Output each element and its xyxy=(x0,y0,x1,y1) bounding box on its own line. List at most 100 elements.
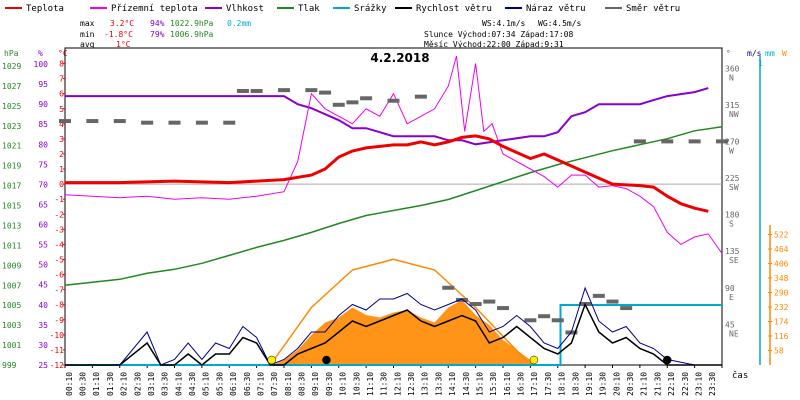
wind-dir-marker xyxy=(346,100,359,105)
wind-dir-marker xyxy=(195,120,208,125)
x-tick-label: 07:30 xyxy=(270,372,279,396)
stat-avg-key: avg xyxy=(80,40,95,49)
y-tick-dir: 180 xyxy=(725,211,740,220)
series-layer xyxy=(59,55,728,366)
x-tick-label: 20:30 xyxy=(626,372,635,396)
solar-area xyxy=(65,300,722,365)
x-tick-label: 10:30 xyxy=(352,372,361,396)
wind-dir-marker xyxy=(688,139,701,144)
stat-max-temp: 3.2°C xyxy=(110,19,134,28)
chart-title: 4.2.2018 xyxy=(370,51,429,65)
x-tick-label: 15:30 xyxy=(489,372,498,396)
y-tick-pct: 95 xyxy=(38,80,48,89)
y-tick-dir-name: N xyxy=(729,73,734,82)
stat-max-press: 1022.9hPa xyxy=(170,19,214,28)
x-tick-label: 09:30 xyxy=(325,372,334,396)
wind-dir-marker xyxy=(633,139,646,144)
x-tick-label: 23:30 xyxy=(708,372,717,396)
y-tick-hpa: 1023 xyxy=(2,122,21,131)
x-tick-label: 22:30 xyxy=(681,372,690,396)
x-tick-label: 03:30 xyxy=(161,372,170,396)
stat-min-key: min xyxy=(80,30,95,39)
x-tick-label: 05:30 xyxy=(215,372,224,396)
x-tick-label: 07:10 xyxy=(256,372,265,396)
x-tick-label: 16:30 xyxy=(517,372,526,396)
y-tick-w: 58 xyxy=(774,347,784,356)
y-tick-c: -1 xyxy=(54,195,64,204)
y-tick-c: 4 xyxy=(59,120,64,129)
y-tick-dir-name: NE xyxy=(729,329,739,338)
y-tick-w: 464 xyxy=(774,245,789,254)
x-tick-label: 02:10 xyxy=(120,372,129,396)
wind-dir-marker xyxy=(250,88,263,93)
y-tick-hpa: 1007 xyxy=(2,281,21,290)
y-tick-dir: 45 xyxy=(725,320,735,329)
legend-label-press: Tlak xyxy=(298,4,320,14)
x-tick-label: 15:10 xyxy=(475,372,484,396)
stat-max-precip: 0.2mm xyxy=(227,19,251,28)
legend-label-gust: Náraz větru xyxy=(526,4,586,14)
y-tick-hpa: 1009 xyxy=(2,261,21,270)
x-tick-label: 00:30 xyxy=(79,372,88,396)
y-tick-dir: 90 xyxy=(725,284,735,293)
x-tick-label: 21:10 xyxy=(640,372,649,396)
y-tick-w: 522 xyxy=(774,231,789,240)
legend-label-dir: Směr větru xyxy=(626,4,680,14)
x-tick-label: 19:10 xyxy=(585,372,594,396)
y-tick-pct: 100 xyxy=(34,60,49,69)
y-tick-hpa: 1025 xyxy=(2,102,21,111)
x-tick-label: 02:30 xyxy=(133,372,142,396)
y-tick-pct: 80 xyxy=(38,140,48,149)
y-tick-pct: 85 xyxy=(38,120,48,129)
y-tick-hpa: 1013 xyxy=(2,221,21,230)
x-tick-label: 23:10 xyxy=(694,372,703,396)
y-tick-c: 3 xyxy=(59,135,64,144)
x-tick-label: 00:10 xyxy=(65,372,74,396)
y-tick-dir-name: NW xyxy=(729,110,739,119)
stat-max-key: max xyxy=(80,19,95,28)
y-tick-c: -7 xyxy=(54,286,64,295)
stat-min-temp: -1.8°C xyxy=(104,30,133,39)
y-tick-pct: 45 xyxy=(38,281,48,290)
wind-dir-marker xyxy=(59,119,71,124)
y-tick-pct: 35 xyxy=(38,321,48,330)
y-tick-c: -6 xyxy=(54,271,64,280)
x-tick-label: 10:10 xyxy=(339,372,348,396)
x-tick-label: 12:10 xyxy=(393,372,402,396)
y-tick-w: 116 xyxy=(774,332,789,341)
axis-title-ms: m/s xyxy=(747,49,762,58)
y-tick-c: -10 xyxy=(50,331,65,340)
y-tick-hpa: 1001 xyxy=(2,341,21,350)
y-tick-c: 7 xyxy=(59,75,64,84)
y-tick-hpa: 1029 xyxy=(2,62,21,71)
x-tick-label: 01:10 xyxy=(92,372,101,396)
y-tick-pct: 25 xyxy=(38,361,48,370)
temperature-line xyxy=(65,134,709,213)
x-tick-label: 06:30 xyxy=(243,372,252,396)
wind-dir-marker xyxy=(497,306,509,311)
y-tick-dir: 135 xyxy=(725,247,740,256)
y-tick-pct: 65 xyxy=(38,200,48,209)
wind-dir-marker xyxy=(236,88,249,93)
y-tick-c: -2 xyxy=(54,210,64,219)
x-tick-label: 01:30 xyxy=(106,372,115,396)
y-tick-hpa: 1011 xyxy=(2,241,21,250)
x-tick-label: 17:30 xyxy=(544,372,553,396)
pressure-line xyxy=(64,126,723,287)
stat-sun: Slunce Východ:07:34 Západ:17:08 xyxy=(424,30,573,39)
wind-dir-marker xyxy=(223,120,236,125)
x-tick-label: 21:30 xyxy=(653,372,662,396)
y-tick-pct: 70 xyxy=(38,180,48,189)
y-tick-hpa: 1003 xyxy=(2,321,21,330)
y-tick-hpa: 1017 xyxy=(2,182,21,191)
y-tick-hpa: 1019 xyxy=(2,162,21,171)
wind-dir-marker xyxy=(592,293,605,298)
wind-dir-marker xyxy=(305,88,318,93)
axis-title-deg: ° xyxy=(726,49,731,58)
stat-min-press: 1006.9hPa xyxy=(170,30,214,39)
y-tick-hpa: 1027 xyxy=(2,82,21,91)
y-tick-pct: 55 xyxy=(38,241,48,250)
wind-dir-marker xyxy=(86,119,99,124)
y-tick-dir-name: SW xyxy=(729,183,739,192)
